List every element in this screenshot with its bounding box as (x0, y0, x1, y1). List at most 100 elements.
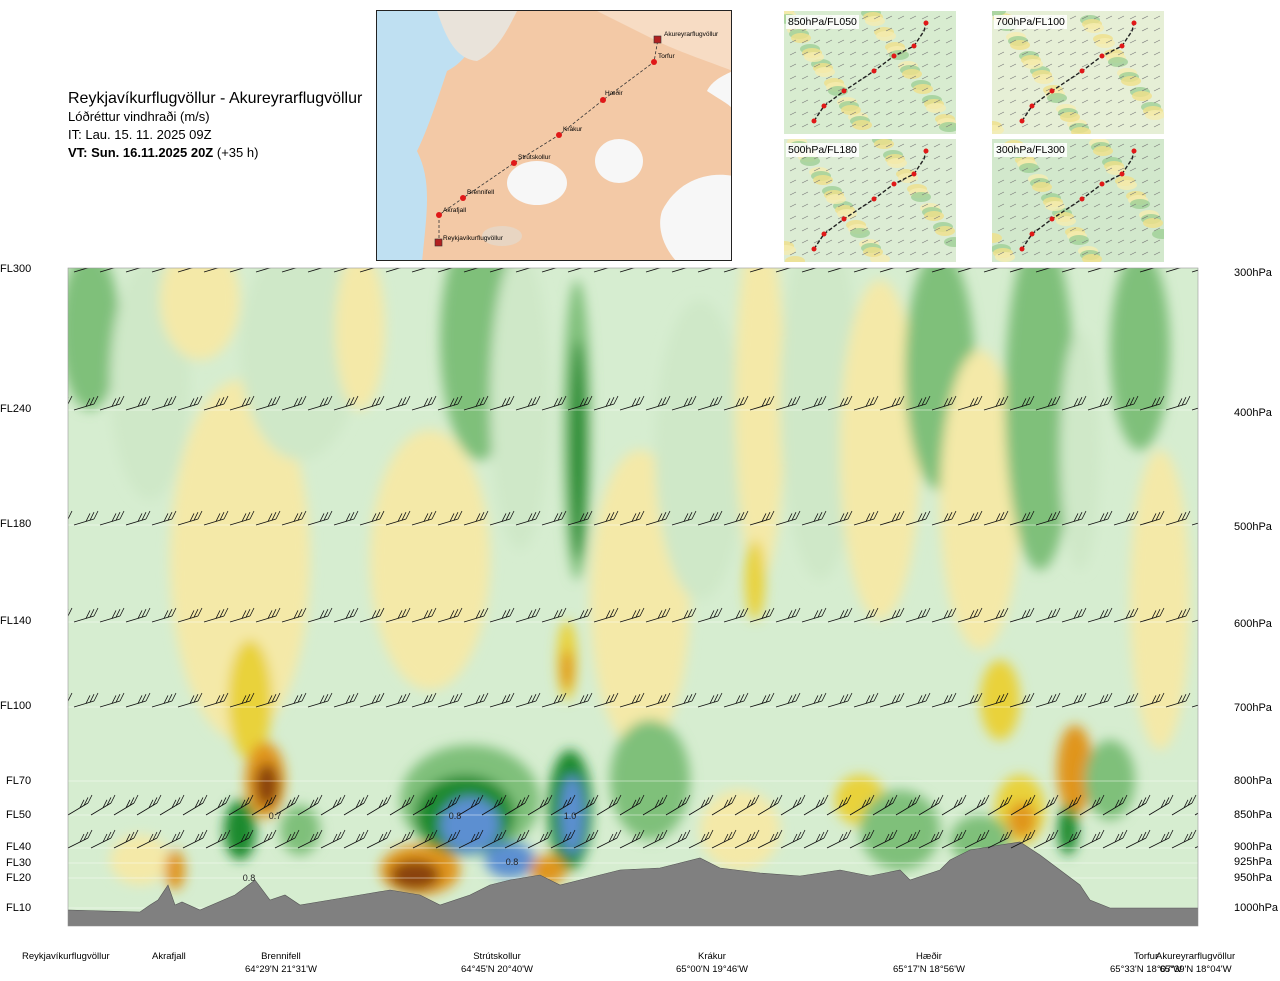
wind-barb (711, 794, 737, 816)
thumb-barb (1009, 203, 1017, 208)
wind-barb (849, 829, 875, 849)
wind-barb (463, 510, 489, 526)
barb-staff (73, 268, 89, 273)
barb-feather (770, 258, 774, 266)
thumb-field-patch (1082, 254, 1102, 262)
barb-feather (221, 797, 227, 806)
barb-staff (757, 837, 779, 849)
barb-staff (1087, 403, 1109, 411)
barb-feather (371, 513, 377, 522)
thumb-barb (837, 51, 845, 56)
barb-staff (229, 518, 251, 526)
thumb-barb (1081, 251, 1089, 256)
thumb-barb (921, 191, 929, 196)
thumb-barb (1021, 251, 1029, 256)
thumb-barb (909, 27, 917, 32)
barb-feather (869, 397, 875, 406)
thumb-barb (1153, 167, 1161, 172)
thumb-field-patch (837, 209, 857, 219)
barb-feather (570, 829, 576, 839)
barb-feather (605, 398, 611, 407)
barb-staff (697, 615, 719, 623)
thumb-barb (897, 111, 905, 116)
contour-label-2: 0.8 (506, 857, 519, 867)
barb-feather (873, 395, 879, 405)
barb-feather (765, 694, 771, 703)
barb-feather (713, 512, 719, 521)
thumb-waypoint (1029, 103, 1035, 109)
barb-staff (333, 518, 355, 526)
thumb-field-patch (1045, 201, 1065, 211)
station-name: Torfur (1133, 951, 1159, 962)
thumb-barb (997, 215, 1005, 220)
barb-feather (171, 510, 177, 520)
barb-feather (189, 268, 191, 269)
barb-feather (815, 833, 821, 843)
barb-feather (911, 831, 917, 841)
barb-staff (853, 615, 875, 623)
barb-feather (156, 829, 162, 839)
thumb-barb (825, 75, 833, 80)
barb-staff (1009, 615, 1031, 623)
barb-feather (691, 510, 697, 520)
barb-staff (671, 615, 693, 623)
barb-feather (493, 799, 499, 808)
thumb-field-patch (865, 16, 885, 26)
thumb-barb (945, 111, 953, 116)
barb-feather (1207, 834, 1211, 842)
thumb-barb (873, 39, 881, 44)
barb-feather (137, 398, 143, 407)
barb-feather (691, 395, 697, 405)
barb-feather (892, 794, 898, 804)
barb-feather (193, 397, 199, 406)
thumb-barb (1153, 227, 1161, 232)
barb-staff (359, 268, 375, 273)
thumb-field-patch (944, 237, 956, 247)
thumb-barb (1057, 99, 1065, 104)
barb-staff (251, 837, 273, 849)
wind-barb (489, 607, 515, 623)
barb-feather (60, 513, 64, 521)
vv-region-43 (835, 775, 885, 825)
barb-feather (397, 610, 403, 619)
barb-feather (286, 833, 292, 843)
barb-staff (723, 615, 745, 623)
barb-feather (613, 692, 619, 702)
wind-barb (1113, 510, 1139, 526)
barb-feather (943, 513, 949, 522)
barb-feather (379, 510, 385, 520)
barb-feather (302, 258, 306, 266)
thumb-route-line (1021, 150, 1135, 250)
wind-barb (125, 395, 151, 411)
barb-feather (1191, 829, 1197, 839)
wind-barb (596, 794, 622, 816)
thumb-barb (861, 63, 869, 68)
route-map-svg: Reykjavíkurflugvöllur Akrafjall Brennife… (377, 11, 731, 260)
thumb-barb (861, 27, 869, 32)
barb-feather (999, 512, 1005, 521)
barb-staff (619, 700, 641, 708)
thumb-barb (837, 75, 845, 80)
barb-staff (1191, 269, 1198, 273)
barb-feather (483, 692, 489, 702)
barb-feather (1103, 512, 1109, 521)
thumb-barb (1129, 111, 1137, 116)
thumb-barb (789, 123, 797, 128)
barb-staff (567, 615, 589, 623)
barb-staff (918, 837, 940, 849)
vv-region-17 (415, 775, 515, 855)
barb-staff (697, 700, 719, 708)
thumb-barb (837, 63, 845, 68)
wind-barb (749, 692, 775, 708)
thumb-barb (997, 39, 1005, 44)
wind-barb (849, 794, 875, 816)
barb-feather (1022, 833, 1028, 843)
station-strutskollur: Strútskollur 64°45'N 20°40'W (461, 951, 533, 975)
barb-feather (397, 695, 403, 704)
thumb-barb (1105, 203, 1113, 208)
barb-feather (957, 797, 963, 806)
barb-feather (241, 513, 247, 522)
thumb-barb (945, 143, 953, 148)
barb-staff (333, 700, 355, 708)
wind-barb (801, 395, 827, 411)
